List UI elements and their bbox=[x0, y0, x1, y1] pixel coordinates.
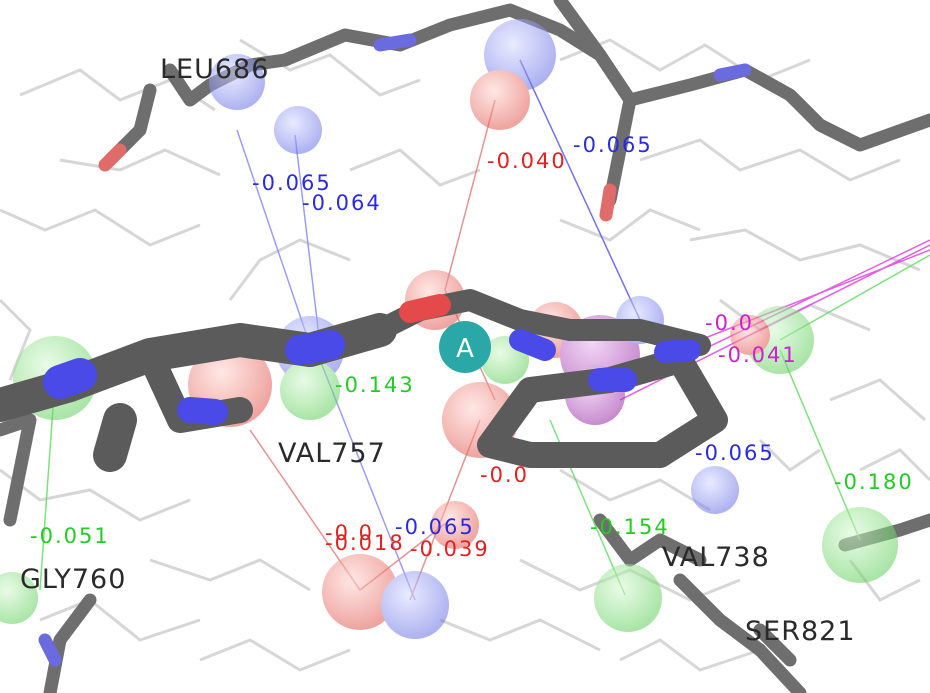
blue-sphere bbox=[209, 54, 265, 110]
energy-value-label: -0.039 bbox=[410, 537, 490, 561]
residue-label-leu686: LEU686 bbox=[160, 54, 269, 85]
protein-background-wireframe bbox=[0, 38, 930, 672]
red-sphere bbox=[322, 554, 398, 630]
green-sphere bbox=[594, 564, 662, 632]
energy-value-label: -0.065 bbox=[252, 171, 332, 195]
energy-value-label: -0.0 bbox=[705, 311, 754, 335]
energy-value-label: -0.064 bbox=[302, 191, 382, 215]
green-sphere bbox=[822, 507, 898, 583]
blue-sphere bbox=[691, 466, 739, 514]
energy-value-label: -0.065 bbox=[573, 133, 653, 157]
red-sphere bbox=[730, 315, 770, 355]
residue-label-ser821: SER821 bbox=[745, 616, 856, 647]
backbone-atoms bbox=[38, 33, 752, 667]
ligand-molecule bbox=[0, 289, 728, 472]
marker-label: A bbox=[456, 334, 474, 364]
blue-sphere bbox=[274, 106, 322, 154]
energy-value-label: -0.065 bbox=[695, 441, 775, 465]
residue-label-gly760: GLY760 bbox=[20, 564, 126, 595]
residue-label-val757: VAL757 bbox=[278, 438, 386, 469]
residue-label-val738: VAL738 bbox=[662, 542, 770, 573]
energy-value-label: -0.143 bbox=[335, 373, 415, 397]
energy-value-label: -0.0 bbox=[325, 521, 374, 545]
energy-value-label: -0.065 bbox=[395, 515, 475, 539]
annotation-marker-a: A bbox=[439, 321, 491, 373]
green-sphere bbox=[280, 360, 340, 420]
blue-sphere bbox=[381, 571, 449, 639]
energy-value-label: -0.154 bbox=[590, 515, 670, 539]
energy-value-label: -0.018 bbox=[325, 531, 405, 555]
interaction-value-labels: -0.065 -0.064 -0.040 -0.065 -0.143 -0.05… bbox=[30, 133, 914, 561]
energy-value-label: -0.0 bbox=[480, 463, 529, 487]
red-sphere bbox=[470, 70, 530, 130]
energy-value-label: -0.180 bbox=[834, 470, 914, 494]
red-sphere bbox=[431, 501, 479, 549]
energy-value-label: -0.040 bbox=[487, 149, 567, 173]
marker-circle bbox=[439, 321, 491, 373]
energy-value-label: -0.041 bbox=[718, 343, 798, 367]
residue-labels: LEU686 VAL757 GLY760 VAL738 SER821 bbox=[20, 54, 856, 647]
energy-value-label: -0.051 bbox=[30, 524, 110, 548]
green-sphere bbox=[0, 572, 38, 624]
